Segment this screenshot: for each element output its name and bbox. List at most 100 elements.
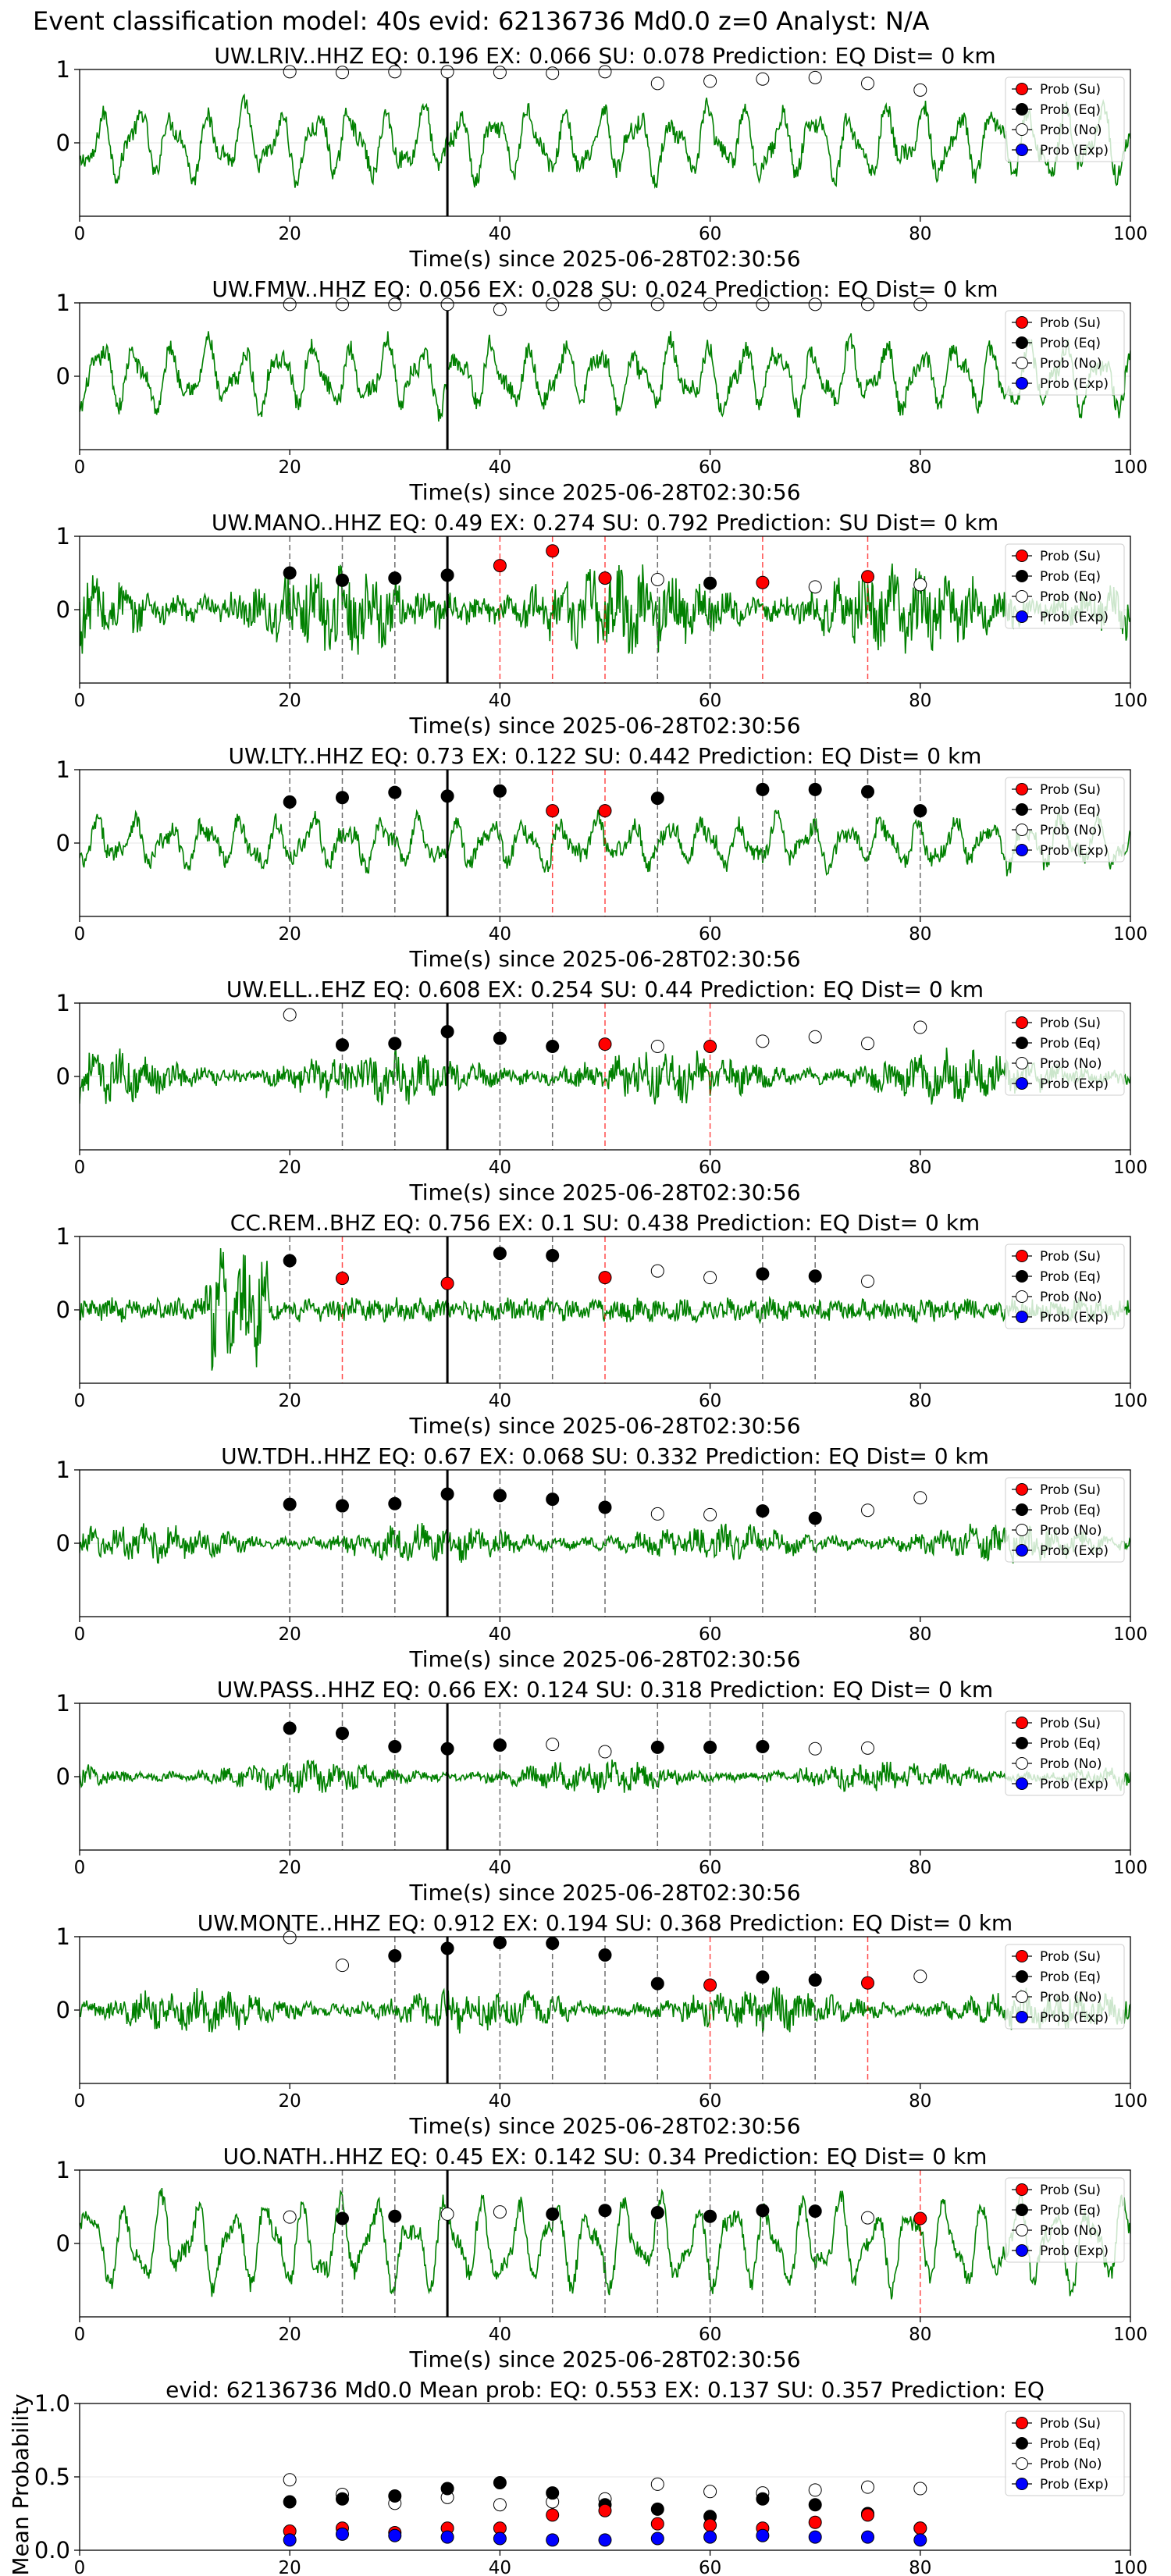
legend-box [1005,543,1125,629]
prob-marker-eq [336,1727,349,1741]
x-tick-label: 100 [1113,1158,1148,1178]
prob-marker-eq [808,1511,822,1525]
x-tick-label: 80 [909,2091,931,2112]
prob-marker-eq [598,2204,612,2218]
legend-label: Prob (Su) [1040,2183,1101,2198]
prob-marker-su [546,804,560,818]
x-tick-label: 20 [279,2091,301,2112]
prob-marker-no [756,72,770,86]
legend-marker-eq [1016,336,1028,349]
prob-marker-eq [650,2206,664,2220]
legend-label: Prob (Exp) [1040,843,1109,859]
legend-label: Prob (No) [1040,1290,1102,1305]
y-tick-label: 0 [56,1997,70,2023]
legend-label: Prob (Exp) [1040,610,1109,625]
prob-marker-eq [493,784,507,798]
legend-marker-su [1016,2417,1028,2429]
prob-marker-no [913,83,927,97]
x-tick-label: 100 [1113,457,1148,478]
waveform-trace [80,1247,1130,1371]
x-tick-label: 100 [1113,2091,1148,2112]
legend-label: Prob (Su) [1040,315,1101,331]
prob-marker-no [546,66,560,80]
x-tick-label: 60 [699,1858,721,1878]
legend-marker-eq [1016,1737,1028,1749]
x-tick-label: 100 [1113,1391,1148,1411]
x-tick-label: 40 [489,2091,511,2112]
legend-label: Prob (Su) [1040,549,1101,564]
legend-marker-no [1016,1757,1028,1770]
legend-marker-su [1016,2183,1028,2196]
prob-marker-no [650,1507,664,1521]
prob-marker-eq [493,1031,507,1045]
x-tick-label: 60 [699,1624,721,1645]
prob-marker-su [861,570,874,584]
x-tick-label: 40 [489,457,511,478]
prob-marker-exp [913,2533,927,2547]
x-tick-label: 100 [1113,224,1148,244]
legend-label: Prob (Eq) [1040,336,1101,351]
prob-marker-eq [336,1499,349,1513]
prob-marker-eq [493,1489,507,1503]
y-tick-label: 1 [56,56,70,83]
prob-marker-no [546,1738,560,1752]
prob-marker-eq [756,1970,770,1984]
prob-marker-su [598,1271,612,1285]
prob-marker-su [546,544,560,558]
prob-marker-su [440,1276,454,1290]
legend-box [1005,1244,1125,1329]
prob-marker-su [598,1037,612,1051]
prob-marker-eq [493,1936,507,1950]
x-tick-label: 80 [909,2325,931,2345]
x-tick-label: 80 [909,1624,931,1645]
prob-marker-no [861,1037,874,1051]
legend-marker-su [1016,550,1028,562]
legend-label: Prob (Su) [1040,1249,1101,1265]
subplot-11: 0.0 0.5 1.0 0 20 40 60 80 100 evid: 62136736 Md0.… [8,2377,1148,2576]
legend-marker-su [1016,83,1028,95]
legend-marker-eq [1016,2437,1028,2450]
subplot-title: UW.FMW..HHZ EQ: 0.056 EX: 0.028 SU: 0.02… [212,276,998,302]
prob-marker-eq [808,2204,822,2218]
prob-marker-eq [283,1497,297,1511]
x-tick-label: 80 [909,224,931,244]
x-axis-label: Time(s) since 2025-06-28T02:30:56 [408,2347,800,2372]
x-tick-label: 60 [699,924,721,945]
prob-marker-no [703,2485,717,2499]
prob-marker-eq [440,1941,454,1955]
x-tick-label: 0 [74,2091,86,2112]
prob-marker-no [598,1745,612,1759]
prob-marker-eq [388,1739,402,1753]
legend-marker-exp [1016,2244,1028,2257]
x-tick-label: 60 [699,1158,721,1178]
prob-marker-su [336,1272,349,1286]
prob-marker-eq [493,2476,507,2490]
legend-label: Prob (No) [1040,2457,1102,2472]
prob-marker-eq [336,791,349,805]
prob-marker-no [861,1741,874,1755]
y-tick-label: 0 [56,363,70,390]
x-tick-label: 100 [1113,691,1148,711]
prob-marker-eq [388,2209,402,2223]
x-tick-label: 80 [909,457,931,478]
legend-label: Prob (Exp) [1040,1310,1109,1325]
prob-marker-su [598,804,612,818]
y-tick-label: 1 [56,290,70,316]
prob-marker-eq [598,1948,612,1962]
prob-marker-no [650,1039,664,1053]
legend-label: Prob (Eq) [1040,2203,1101,2218]
prob-marker-no [861,297,874,311]
legend-marker-eq [1016,1037,1028,1049]
legend-label: Prob (Su) [1040,2416,1101,2432]
x-tick-label: 40 [489,1624,511,1645]
legend-label: Prob (Eq) [1040,2436,1101,2452]
prob-marker-no [283,1008,297,1022]
legend-box [1005,1944,1125,2030]
prob-marker-no [703,297,717,311]
prob-marker-eq [650,1740,664,1754]
subplot-title: CC.REM..BHZ EQ: 0.756 EX: 0.1 SU: 0.438 … [230,1210,980,1236]
subplot-title: UW.MONTE..HHZ EQ: 0.912 EX: 0.194 SU: 0.… [198,1910,1013,1936]
legend-box [1005,777,1125,863]
